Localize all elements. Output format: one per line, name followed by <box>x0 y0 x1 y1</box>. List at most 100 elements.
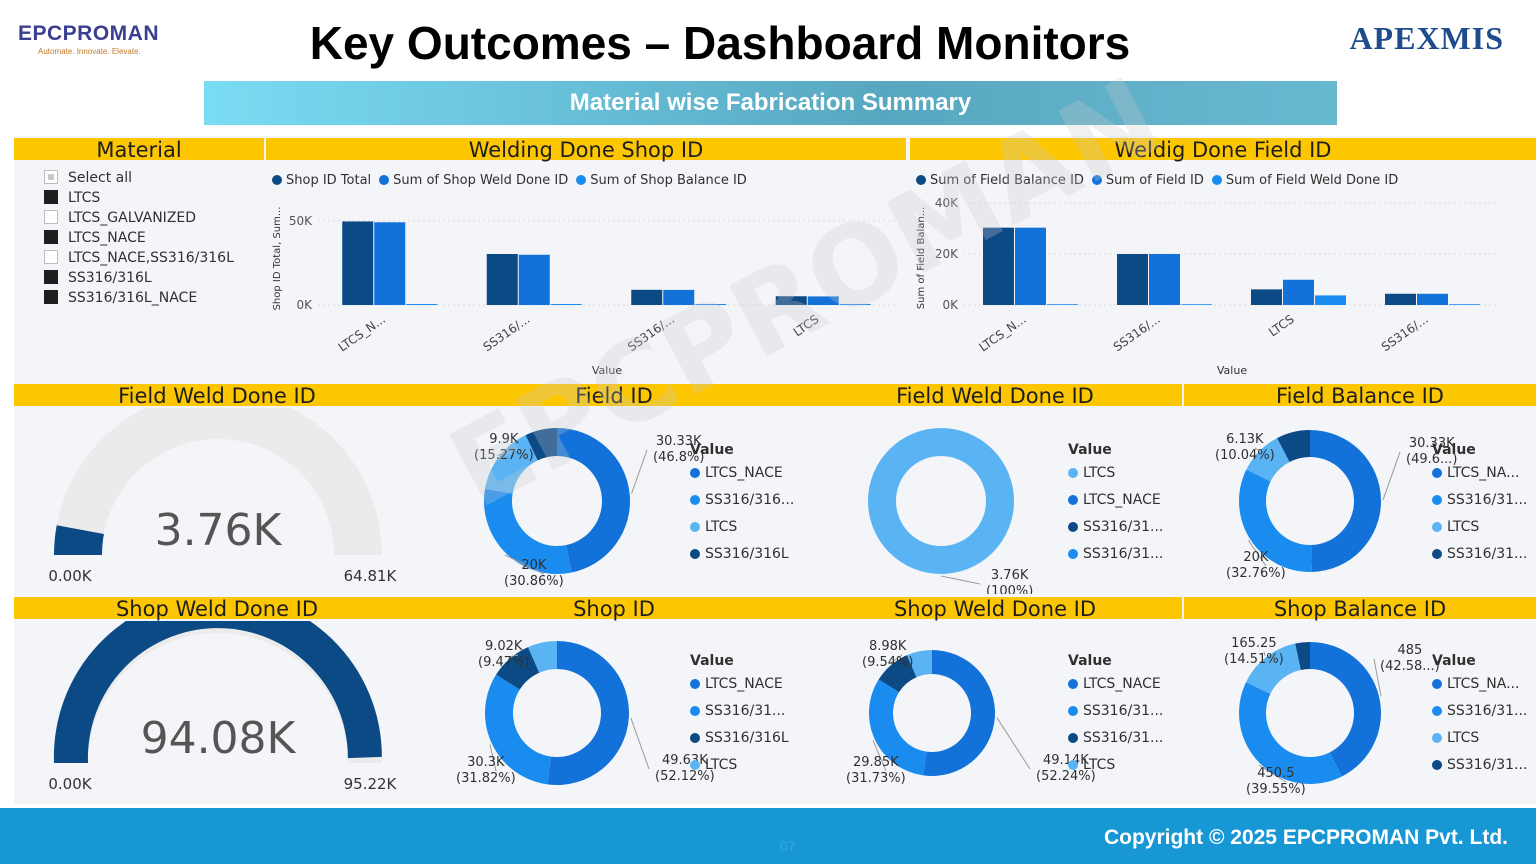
shop-bar-chart[interactable]: Shop ID Total Sum of Shop Weld Done ID Sum… <box>266 162 906 380</box>
checkbox-empty-icon[interactable] <box>44 170 58 184</box>
legend-label: SS316/31... <box>1447 546 1528 562</box>
leader-line <box>489 744 497 772</box>
legend-item[interactable]: SS316/31... <box>1432 757 1527 784</box>
data-label-percent: (9.54%) <box>862 655 914 670</box>
legend-item[interactable]: SS316/316L <box>690 730 789 757</box>
data-label-value: 6.13K <box>1226 432 1264 447</box>
donut-field-weld-title: Field Weld Done ID <box>808 384 1182 408</box>
legend-label: Sum of Field ID <box>1105 173 1204 188</box>
checkbox-checked-icon[interactable] <box>44 230 58 244</box>
bar <box>1149 254 1180 305</box>
data-label-percent: (10.04%) <box>1215 448 1275 463</box>
checkbox-empty-icon[interactable] <box>44 210 58 224</box>
data-label-percent: (14.51%) <box>1224 652 1284 667</box>
legend-item[interactable]: LTCS <box>1432 519 1527 546</box>
legend-item[interactable]: LTCS <box>1432 730 1527 757</box>
slicer-item[interactable]: LTCS_NACE <box>44 230 146 246</box>
shop-bar-title: Welding Done Shop ID <box>266 138 906 162</box>
legend-label: LTCS <box>1447 730 1480 746</box>
legend-item[interactable]: SS316/31... <box>1068 519 1163 546</box>
legend-item[interactable]: SS316/31... <box>1432 546 1527 573</box>
donut-field-weld-panel[interactable]: 3.76K (100%) Value LTCS LTCS_NACE SS316/31...… <box>808 408 1182 594</box>
legend-item[interactable]: Sum of Shop Weld Done ID <box>379 173 568 188</box>
bar <box>518 254 550 305</box>
donut-shop-id-panel[interactable]: 49.63K (52.12%) 30.3K (31.82%) 9.02K (9.47%) V… <box>420 621 808 804</box>
legend-item[interactable]: LTCS_NA... <box>1432 676 1527 703</box>
legend-item[interactable]: Sum of Field ID <box>1091 173 1204 188</box>
slicer-item[interactable]: LTCS <box>44 190 100 206</box>
legend-item[interactable]: SS316/31... <box>1432 703 1527 730</box>
legend-item[interactable]: LTCS_NACE <box>1068 492 1163 519</box>
legend-item[interactable]: Sum of Field Balance ID <box>916 173 1084 188</box>
legend-item[interactable]: Shop ID Total <box>272 173 371 188</box>
checkbox-checked-icon[interactable] <box>44 190 58 204</box>
donut-field-balance-panel[interactable]: 30.33K (49.6...) 20K (32.76%) 6.13K (10.04%) V… <box>1184 408 1536 594</box>
data-label-percent: (15.27%) <box>474 448 534 463</box>
gauge-field-title: Field Weld Done ID <box>14 384 420 408</box>
data-label-value: 450.5 <box>1257 766 1295 781</box>
donut-slice <box>1295 642 1310 670</box>
slicer-item[interactable]: LTCS_NACE,SS316/316L <box>44 250 234 266</box>
data-label-percent: (52.12%) <box>655 769 715 784</box>
x-tick-label: LTCS_N... <box>336 312 388 354</box>
slicer-item-label: SS316/316L_NACE <box>68 290 198 306</box>
legend-label: SS316/31... <box>1447 757 1528 773</box>
legend-item[interactable]: LTCS <box>1068 757 1163 784</box>
bar <box>1047 304 1078 305</box>
y-axis-label: Shop ID Total, Sum... <box>272 207 283 311</box>
donut-legend: Value LTCS_NACE SS316/31... SS316/31... LTCS <box>1068 653 1163 784</box>
legend-item[interactable]: LTCS_NACE <box>690 465 794 492</box>
legend-label: LTCS_NACE <box>1083 676 1161 692</box>
legend-item[interactable]: SS316/31... <box>1432 492 1527 519</box>
legend-label: LTCS <box>1083 757 1116 773</box>
donut-shop-weld-panel[interactable]: 49.14K (52.24%) 29.85K (31.73%) 8.98K (9.54%)… <box>808 621 1182 804</box>
legend-item[interactable]: LTCS_NACE <box>1068 676 1163 703</box>
legend-item[interactable]: SS316/316L <box>690 546 794 573</box>
donut-slice <box>1246 643 1301 694</box>
shop-bar-plot: 50K 0K Shop ID Total, Sum... Value LTCS_N...… <box>272 207 896 377</box>
donut-svg <box>1239 430 1401 572</box>
gauge-field-panel[interactable]: 3.76K 0.00K 64.81K <box>14 408 420 594</box>
data-label-value: 9.9K <box>489 432 519 447</box>
legend-title: Value <box>1432 653 1476 669</box>
slicer-item[interactable]: Select all <box>44 170 132 186</box>
slicer-item[interactable]: SS316/316L <box>44 270 152 286</box>
slicer-item[interactable]: LTCS_GALVANIZED <box>44 210 196 226</box>
checkbox-checked-icon[interactable] <box>44 270 58 284</box>
bar <box>406 304 438 305</box>
legend-item[interactable]: Sum of Field Weld Done ID <box>1211 173 1398 188</box>
footer-bar <box>0 808 1536 864</box>
page-number: 07 <box>780 838 796 854</box>
slicer-title: Material <box>14 138 264 162</box>
legend-item[interactable]: SS316/31... <box>690 703 789 730</box>
donut-field-id-panel[interactable]: 30.33K (46.8%) 20K (30.86%) 9.9K (15.27%) Valu… <box>420 408 808 594</box>
donut-svg <box>484 428 648 575</box>
legend-dot-icon <box>1068 522 1078 532</box>
donut-slice <box>1246 438 1290 482</box>
legend-item[interactable]: SS316/316... <box>690 492 794 519</box>
checkbox-checked-icon[interactable] <box>44 290 58 304</box>
gauge-shop-panel[interactable]: 94.08K 0.00K 95.22K <box>14 621 420 804</box>
legend-item[interactable]: Sum of Shop Balance ID <box>576 173 747 188</box>
data-label-percent: (39.55%) <box>1246 782 1306 797</box>
legend-item[interactable]: SS316/31... <box>1068 546 1163 573</box>
donut-shop-balance-panel[interactable]: 485 (42.58...) 450.5 (39.55%) 165.25 (14.51%)… <box>1184 621 1536 804</box>
bar <box>839 304 871 305</box>
legend-dot-icon <box>1432 733 1442 743</box>
legend-label: LTCS <box>705 519 738 535</box>
bar <box>1449 304 1480 305</box>
gauge-max: 64.81K <box>344 567 398 585</box>
slicer-item[interactable]: SS316/316L_NACE <box>44 290 197 306</box>
legend-item[interactable]: SS316/31... <box>1068 730 1163 757</box>
legend-item[interactable]: SS316/31... <box>1068 703 1163 730</box>
legend-item[interactable]: LTCS <box>1068 465 1163 492</box>
leader-line <box>1254 447 1259 451</box>
legend-title: Value <box>1432 442 1476 458</box>
legend-item[interactable]: LTCS <box>690 519 794 546</box>
checkbox-empty-icon[interactable] <box>44 250 58 264</box>
legend-item[interactable]: LTCS_NA... <box>1432 465 1527 492</box>
legend-item[interactable]: LTCS <box>690 757 789 784</box>
legend-label: SS316/31... <box>1447 492 1528 508</box>
field-bar-chart[interactable]: Sum of Field Balance ID Sum of Field ID Su… <box>910 162 1536 380</box>
legend-item[interactable]: LTCS_NACE <box>690 676 789 703</box>
